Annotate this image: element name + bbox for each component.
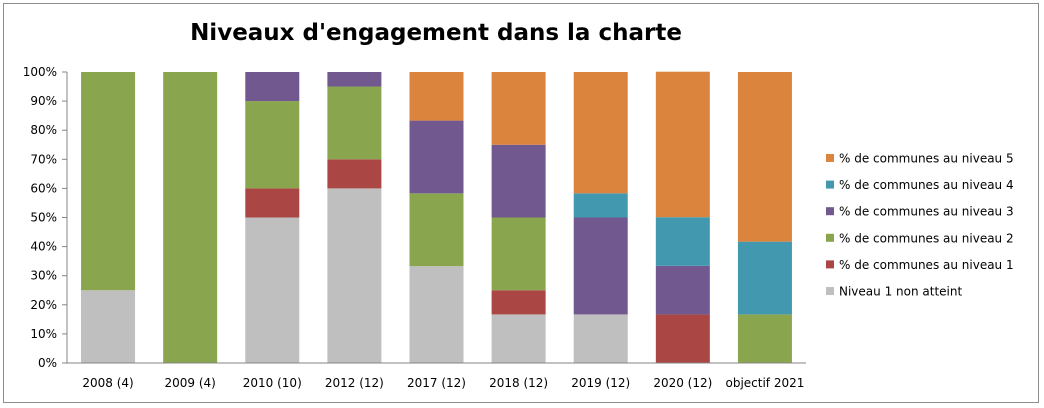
x-tick-label: 2020 (12) (653, 376, 712, 390)
bar-segment-3-series-1 (245, 217, 300, 363)
legend-swatch (826, 260, 834, 269)
bar-segment-3-series-4 (245, 72, 300, 102)
bar-segment-5-series-1 (409, 266, 464, 363)
bar-segment-9-series-6 (737, 72, 792, 242)
bar-segment-6-series-1 (491, 314, 546, 363)
bar-segment-6-series-6 (491, 72, 546, 145)
bar-segment-6-series-4 (491, 144, 546, 218)
bar-segment-9-series-3 (737, 314, 792, 363)
bar-segment-4-series-4 (327, 72, 382, 87)
bar-segment-3-series-3 (245, 101, 300, 189)
legend-swatch (826, 287, 834, 295)
bar-segment-6-series-2 (491, 290, 546, 315)
y-tick-label: 0% (38, 356, 57, 370)
legend-label: Niveau 1 non atteint (839, 285, 962, 299)
x-tick-label: 2010 (10) (243, 376, 302, 390)
bar-segment-7-series-6 (573, 72, 628, 194)
y-tick-label: 40% (30, 240, 57, 254)
x-tick-label: objectif 2021 (725, 376, 804, 390)
bar-segment-1-series-3 (81, 72, 136, 291)
bar-segment-1-series-1 (81, 290, 136, 363)
bar-segment-5-series-6 (409, 72, 464, 121)
legend-swatch (826, 207, 834, 216)
legend-swatch (826, 154, 834, 162)
bar-segment-8-series-5 (655, 217, 710, 266)
bar-segment-6-series-3 (491, 217, 546, 291)
y-tick-label: 10% (30, 327, 57, 341)
legend-label: % de communes au niveau 5 (839, 152, 1014, 166)
y-tick-label: 70% (30, 152, 57, 166)
y-tick-label: 80% (30, 123, 57, 137)
legend-swatch (826, 233, 834, 242)
legend-swatch (826, 180, 834, 189)
y-tick-label: 30% (30, 269, 57, 283)
bar-segment-7-series-5 (573, 193, 628, 218)
legend-label: % de communes au niveau 2 (839, 231, 1014, 245)
legend-label: % de communes au niveau 3 (839, 205, 1014, 219)
bar-segment-5-series-3 (409, 193, 464, 267)
bar-segment-4-series-1 (327, 188, 382, 363)
x-tick-label: 2017 (12) (407, 376, 466, 390)
bar-segment-8-series-4 (655, 265, 710, 315)
x-tick-label: 2019 (12) (571, 376, 630, 390)
legend-label: % de communes au niveau 1 (839, 258, 1014, 272)
bar-segment-7-series-1 (573, 314, 628, 363)
x-tick-label: 2008 (4) (82, 376, 133, 390)
chart-title: Niveaux d'engagement dans la charte (190, 20, 682, 46)
y-tick-label: 20% (30, 298, 57, 312)
y-tick-label: 100% (23, 65, 57, 79)
legend-label: % de communes au niveau 4 (839, 178, 1014, 192)
bar-segment-2-series-3 (163, 72, 218, 363)
bar-segment-7-series-4 (573, 217, 628, 315)
bar-segment-4-series-2 (327, 159, 382, 189)
y-tick-label: 50% (30, 211, 57, 225)
y-tick-label: 90% (30, 94, 57, 108)
y-tick-label: 60% (30, 181, 57, 195)
bar-segment-9-series-5 (737, 241, 792, 315)
x-tick-label: 2018 (12) (489, 376, 548, 390)
x-tick-label: 2012 (12) (325, 376, 384, 390)
bar-segment-8-series-6 (655, 71, 710, 218)
bar-segment-5-series-4 (409, 120, 464, 194)
bar-segment-4-series-3 (327, 86, 382, 160)
bar-segment-3-series-2 (245, 188, 300, 218)
bar-segment-8-series-2 (655, 314, 710, 363)
x-tick-label: 2009 (4) (164, 376, 215, 390)
